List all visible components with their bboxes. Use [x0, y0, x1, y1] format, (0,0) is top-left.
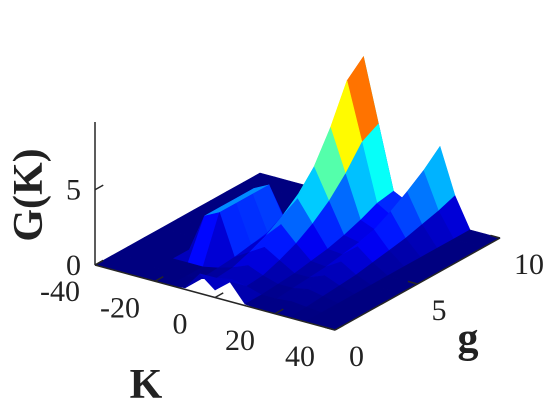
y-axis-label: g — [458, 316, 479, 362]
y-tick — [325, 326, 336, 331]
z-tick-label: 0 — [66, 249, 81, 282]
x-tick — [154, 275, 164, 282]
y-tick-label: 10 — [514, 248, 544, 281]
y-tick — [407, 280, 418, 285]
surface — [94, 56, 501, 331]
x-tick — [334, 324, 344, 331]
x-tick-label: 20 — [225, 324, 255, 357]
x-tick-label: -40 — [40, 275, 80, 308]
y-tick — [490, 234, 501, 239]
axes: -40 -20 0 20 40 0 5 10 0 5 — [40, 122, 544, 373]
x-tick — [214, 292, 224, 299]
z-tick — [94, 259, 104, 266]
z-tick-label: 5 — [66, 174, 81, 207]
x-tick-label: 40 — [285, 340, 315, 373]
x-tick-label: -20 — [100, 291, 140, 324]
y-tick-label: 5 — [432, 294, 447, 327]
x-tick — [274, 308, 284, 315]
x-tick-label: 0 — [173, 308, 188, 341]
z-tick — [94, 184, 104, 191]
x-axis-label: K — [130, 362, 163, 408]
z-axis-label: G(K) — [6, 148, 52, 241]
y-tick-label: 0 — [349, 340, 364, 373]
